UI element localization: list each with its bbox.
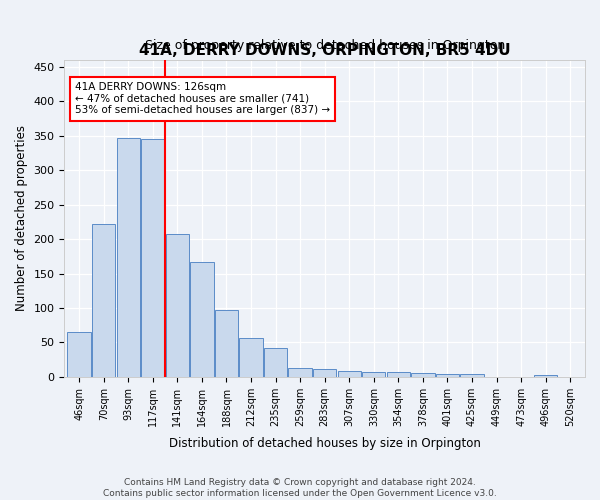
Bar: [92, 224, 115, 377]
Bar: [362, 372, 385, 377]
Bar: [190, 262, 214, 377]
Text: Size of property relative to detached houses in Orpington: Size of property relative to detached ho…: [145, 39, 505, 52]
Bar: [411, 374, 434, 377]
Bar: [67, 332, 91, 377]
Bar: [215, 310, 238, 377]
Text: 41A DERRY DOWNS: 126sqm
← 47% of detached houses are smaller (741)
53% of semi-d: 41A DERRY DOWNS: 126sqm ← 47% of detache…: [75, 82, 330, 116]
Bar: [264, 348, 287, 377]
X-axis label: Distribution of detached houses by size in Orpington: Distribution of detached houses by size …: [169, 437, 481, 450]
Bar: [387, 372, 410, 377]
Bar: [534, 374, 557, 377]
Bar: [239, 338, 263, 377]
Bar: [338, 372, 361, 377]
Bar: [313, 368, 337, 377]
Title: 41A, DERRY DOWNS, ORPINGTON, BR5 4DU: 41A, DERRY DOWNS, ORPINGTON, BR5 4DU: [139, 42, 511, 58]
Bar: [141, 140, 164, 377]
Bar: [460, 374, 484, 377]
Bar: [116, 138, 140, 377]
Text: Contains HM Land Registry data © Crown copyright and database right 2024.
Contai: Contains HM Land Registry data © Crown c…: [103, 478, 497, 498]
Y-axis label: Number of detached properties: Number of detached properties: [15, 126, 28, 312]
Bar: [166, 234, 189, 377]
Bar: [436, 374, 459, 377]
Bar: [289, 368, 312, 377]
